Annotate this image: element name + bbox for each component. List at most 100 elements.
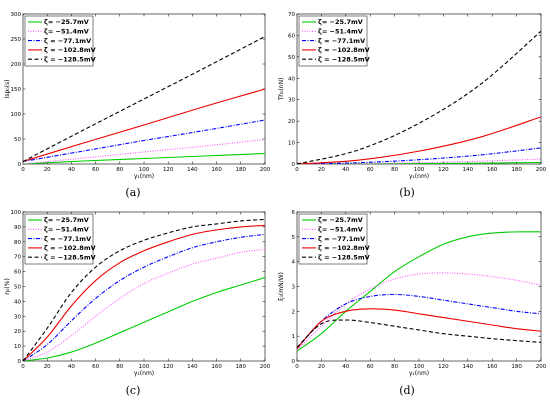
- x-tick-label: 40: [342, 167, 349, 173]
- y-tick-label: 2: [292, 309, 296, 315]
- x-tick-label: 180: [511, 167, 522, 173]
- y-tick-label: 30: [14, 314, 21, 320]
- x-tick-label: 20: [318, 167, 325, 173]
- series-line-3: [23, 233, 265, 361]
- x-tick-label: 100: [139, 364, 150, 370]
- legend-entry-4: ζ = −102.8mV: [318, 46, 370, 54]
- x-tick-label: 140: [463, 167, 474, 173]
- series-line-3: [297, 293, 541, 349]
- series-line-5: [297, 30, 541, 164]
- x-tick-label: 180: [511, 364, 522, 370]
- y-axis-label: Isp₀(s): [4, 80, 11, 99]
- legend-entry-3: ζ = −77.1mV: [44, 37, 91, 45]
- series-line-1: [297, 231, 541, 352]
- x-tick-label: 200: [536, 167, 547, 173]
- y-tick-label: 300: [11, 12, 22, 18]
- x-axis-label: γ₁(nm): [409, 173, 429, 180]
- x-tick-label: 180: [236, 364, 247, 370]
- legend-entry-4: ζ = −102.8mV: [44, 46, 96, 54]
- x-tick-label: 0: [21, 167, 25, 173]
- x-tick-label: 80: [116, 364, 123, 370]
- legend-entry-1: ζ= −25.7mV: [44, 216, 89, 224]
- series-line-4: [23, 224, 265, 361]
- y-tick-label: 90: [14, 225, 21, 231]
- subplot-c: 0 20 40 60 80 100 120 140 160 180 200 0 10 20 30 40 50 60…: [4, 210, 271, 397]
- legend-entry-5: ζ = −128.5mV: [318, 253, 370, 261]
- y-tick-label: 0: [292, 162, 296, 168]
- x-tick-label: 60: [92, 167, 99, 173]
- x-tick-label: 120: [438, 364, 449, 370]
- series-line-3: [23, 119, 265, 163]
- subplot-caption: (c): [126, 384, 141, 397]
- x-tick-label: 180: [236, 167, 247, 173]
- x-tick-label: 140: [187, 167, 198, 173]
- x-tick-label: 120: [163, 167, 174, 173]
- y-tick-label: 60: [14, 270, 21, 276]
- x-tick-label: 200: [260, 364, 271, 370]
- x-tick-label: 20: [318, 364, 325, 370]
- x-axis-label: γ₁(nm): [409, 370, 429, 377]
- x-tick-label: 20: [44, 167, 51, 173]
- x-tick-label: 160: [487, 364, 498, 370]
- legend-entry-1: ζ= −25.7mV: [44, 18, 89, 26]
- x-tick-label: 80: [391, 167, 398, 173]
- series-line-4: [297, 308, 541, 349]
- x-tick-label: 0: [21, 364, 25, 370]
- x-axis-label: γ₁(nm): [134, 370, 154, 377]
- x-tick-label: 40: [68, 167, 75, 173]
- y-tick-label: 50: [288, 55, 295, 61]
- legend-entry-3: ζ = −77.1mV: [318, 37, 365, 45]
- x-tick-label: 80: [391, 364, 398, 370]
- y-tick-label: 1: [292, 334, 296, 340]
- subplot-d: 0 20 40 60 80 100 120 140 160 180 200 0 1 2 3 4 5 6 γ₁(nm)…: [278, 210, 547, 397]
- y-axis-label: Th₀(nN): [278, 78, 285, 102]
- x-tick-label: 0: [295, 167, 299, 173]
- x-tick-label: 160: [211, 364, 222, 370]
- y-tick-label: 10: [14, 344, 21, 350]
- y-tick-label: 3: [292, 285, 296, 291]
- legend-entry-2: ζ= −51.4mV: [44, 226, 89, 234]
- y-tick-label: 100: [11, 112, 22, 118]
- y-tick-label: 5: [292, 235, 296, 241]
- series-line-1: [23, 152, 265, 164]
- subplot-caption: (d): [399, 384, 415, 397]
- y-tick-label: 80: [14, 240, 21, 246]
- x-tick-label: 100: [139, 167, 150, 173]
- y-tick-label: 30: [288, 98, 295, 104]
- legend-entry-1: ζ= −25.7mV: [318, 18, 363, 26]
- series-line-2: [297, 158, 541, 164]
- x-tick-label: 160: [211, 167, 222, 173]
- legend-entry-4: ζ = −102.8mV: [44, 244, 96, 252]
- series-line-4: [23, 88, 265, 163]
- x-tick-label: 160: [487, 167, 498, 173]
- y-tick-label: 70: [14, 255, 21, 261]
- subplot-caption: (a): [125, 186, 140, 199]
- x-tick-label: 120: [163, 364, 174, 370]
- legend-entry-4: ζ = −102.8mV: [318, 244, 370, 252]
- legend-entry-2: ζ= −51.4mV: [318, 226, 363, 234]
- y-tick-label: 60: [288, 33, 295, 39]
- series-line-4: [297, 116, 541, 164]
- legend-entry-2: ζ= −51.4mV: [318, 28, 363, 36]
- x-tick-label: 20: [44, 364, 51, 370]
- x-tick-label: 40: [342, 364, 349, 370]
- legend-entry-5: ζ = −128.5mV: [44, 55, 96, 63]
- legend-entry-5: ζ = −128.5mV: [44, 253, 96, 261]
- series-line-1: [297, 161, 541, 164]
- y-tick-label: 20: [288, 119, 295, 125]
- y-tick-label: 100: [11, 210, 22, 216]
- series-line-3: [297, 147, 541, 164]
- x-tick-label: 200: [260, 167, 271, 173]
- series-line-2: [297, 272, 541, 351]
- x-tick-label: 60: [92, 364, 99, 370]
- x-tick-label: 0: [295, 364, 299, 370]
- x-tick-label: 40: [68, 364, 75, 370]
- x-tick-label: 120: [438, 167, 449, 173]
- x-tick-label: 80: [116, 167, 123, 173]
- y-tick-label: 200: [11, 62, 22, 68]
- x-tick-label: 60: [367, 364, 374, 370]
